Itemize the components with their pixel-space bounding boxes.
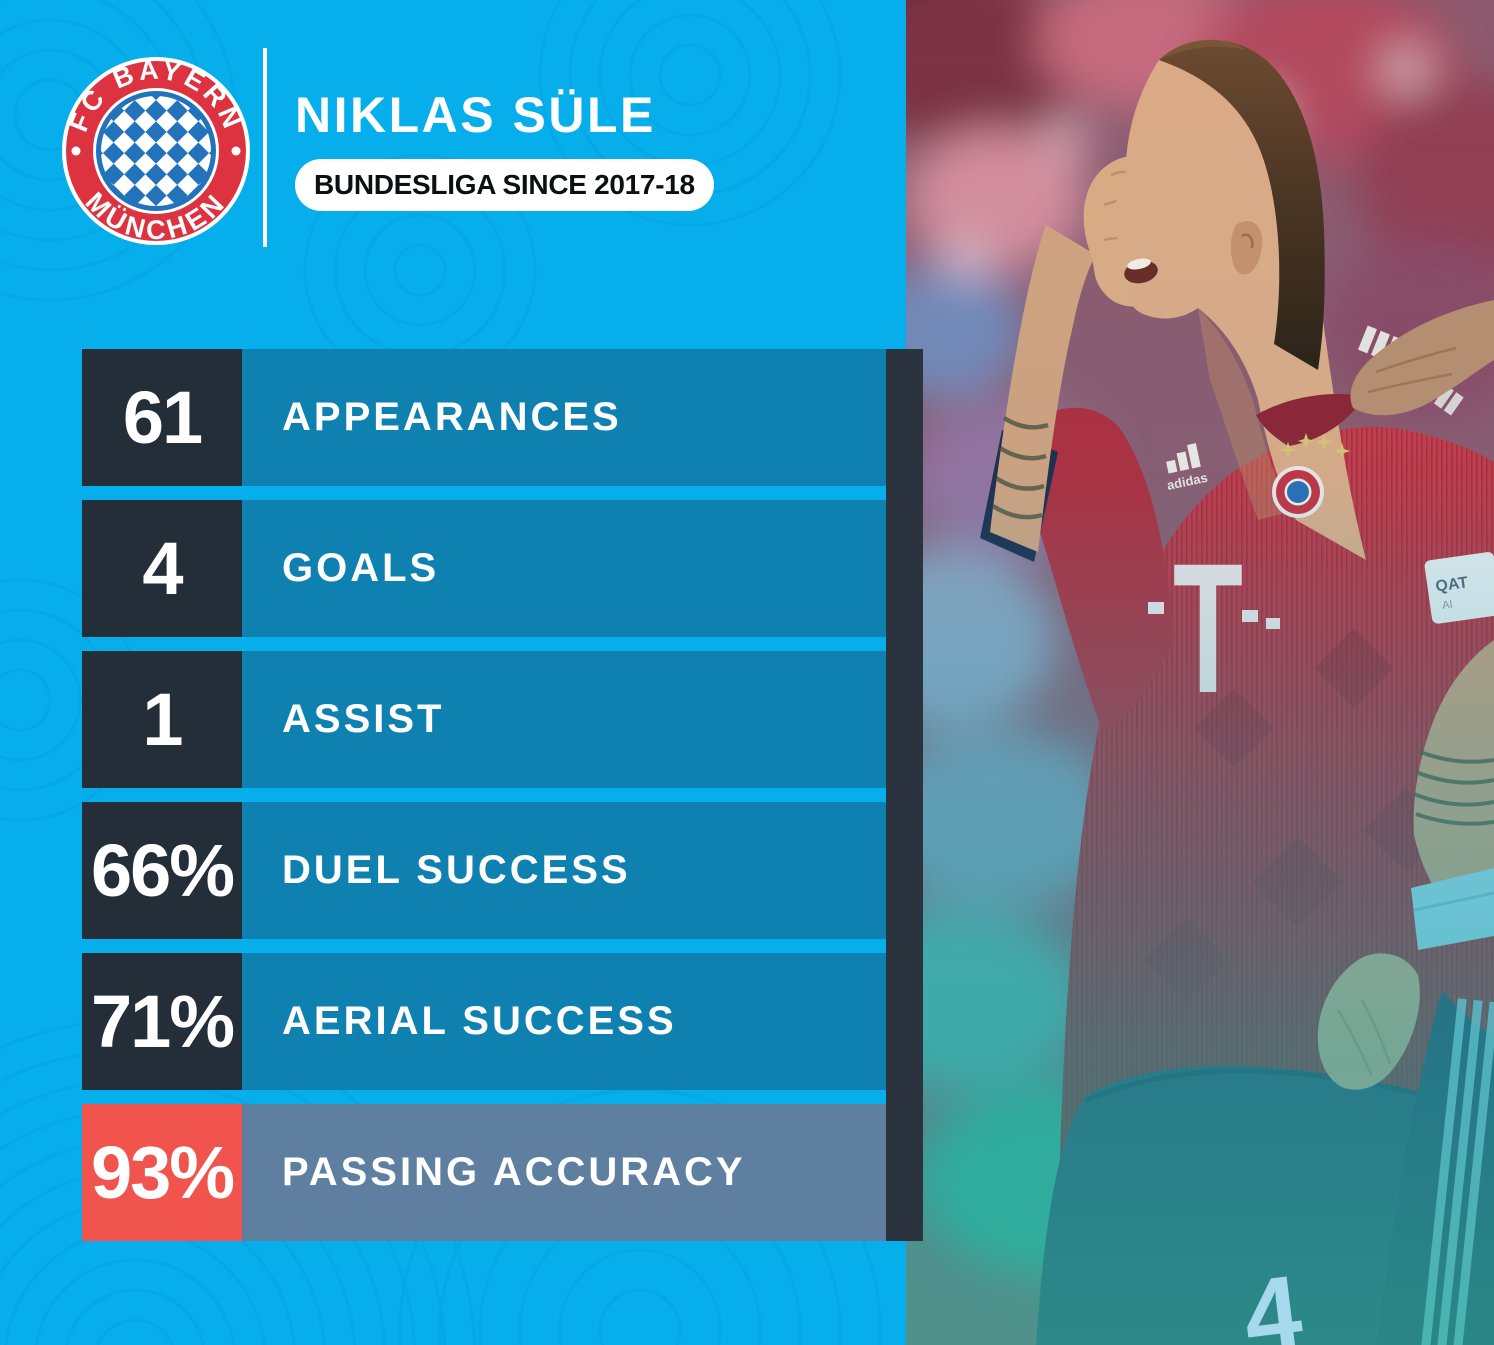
teal-wash-overlay	[906, 0, 1494, 1345]
header-title-block: NIKLAS SÜLE BUNDESLIGA SINCE 2017-18	[295, 90, 714, 211]
stat-bar: AERIAL SUCCESS	[242, 953, 886, 1090]
stat-row-assist: 1 ASSIST	[82, 651, 886, 788]
stat-row-aerial-success: 71% AERIAL SUCCESS	[82, 953, 886, 1090]
stat-value: 61	[82, 349, 242, 486]
stat-bar: PASSING ACCURACY	[242, 1104, 886, 1241]
stat-row-goals: 4 GOALS	[82, 500, 886, 637]
header-divider	[263, 48, 267, 247]
page-title: NIKLAS SÜLE	[295, 87, 656, 143]
stat-value: 4	[82, 500, 242, 637]
stat-bar: ASSIST	[242, 651, 886, 788]
stat-row-duel-success: 66% DUEL SUCCESS	[82, 802, 886, 939]
stat-bar: GOALS	[242, 500, 886, 637]
stat-label: ASSIST	[282, 697, 445, 741]
club-badge: FC BAYERN MÜNCHEN	[62, 55, 250, 245]
stat-label: PASSING ACCURACY	[282, 1150, 746, 1194]
stat-label: DUEL SUCCESS	[282, 848, 631, 892]
stat-label: GOALS	[282, 546, 440, 590]
stats-panel: 61 APPEARANCES 4 GOALS 1 ASSIST 66% DUEL…	[82, 349, 923, 1255]
stat-row-appearances: 61 APPEARANCES	[82, 349, 886, 486]
stat-label: APPEARANCES	[282, 395, 622, 439]
player-photo: adidas T	[906, 0, 1494, 1345]
stat-bar: APPEARANCES	[242, 349, 886, 486]
subtitle-pill: BUNDESLIGA SINCE 2017-18	[295, 159, 714, 211]
stat-label: AERIAL SUCCESS	[282, 999, 677, 1043]
stat-value: 66%	[82, 802, 242, 939]
stat-value: 71%	[82, 953, 242, 1090]
stat-bar: DUEL SUCCESS	[242, 802, 886, 939]
stat-row-passing-accuracy: 93% PASSING ACCURACY	[82, 1104, 886, 1241]
stat-value: 1	[82, 651, 242, 788]
badge-dot-right	[231, 146, 241, 156]
panel-shadow-strip	[886, 349, 923, 1241]
stat-value: 93%	[82, 1104, 242, 1241]
badge-dot-left	[71, 146, 81, 156]
